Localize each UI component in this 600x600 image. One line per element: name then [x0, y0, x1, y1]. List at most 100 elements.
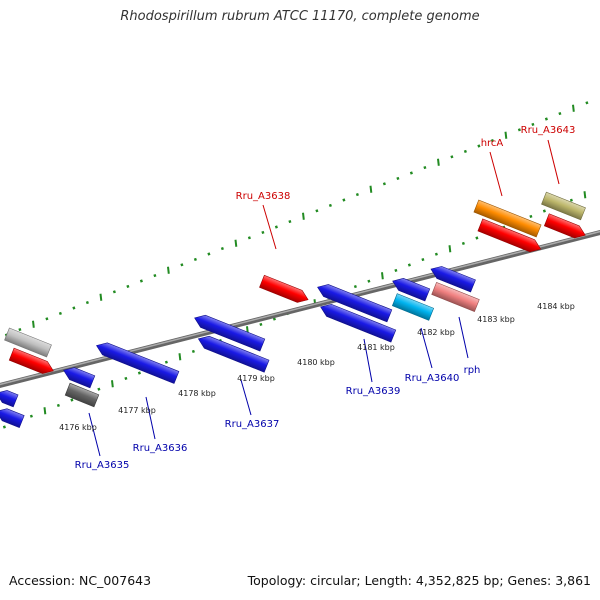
minor-tick	[355, 193, 359, 197]
gene-arrow	[477, 218, 542, 253]
gene-arrow	[0, 390, 19, 408]
gene-gray	[4, 327, 52, 358]
gene-arrow	[96, 342, 180, 384]
plus-leader-line	[547, 139, 560, 185]
minor-tick	[531, 122, 535, 126]
minor-tick	[490, 139, 494, 143]
minor-tick	[394, 268, 398, 272]
minor-tick	[272, 317, 276, 321]
gene-blue	[96, 342, 180, 384]
major-tick	[178, 353, 182, 361]
minor-tick	[353, 285, 357, 289]
gene-arrow	[63, 367, 96, 389]
gene-arrow	[194, 314, 266, 352]
major-tick	[234, 239, 238, 247]
minor-tick	[124, 376, 128, 380]
gene-arrow	[8, 347, 54, 374]
minor-tick	[153, 274, 157, 278]
minor-tick	[569, 198, 573, 202]
gene-blue	[63, 367, 96, 389]
kbp-label: 4179 kbp	[237, 374, 275, 383]
minor-tick	[423, 166, 427, 170]
gene-cyan	[391, 293, 435, 321]
gene-blue	[320, 303, 397, 343]
gene-red	[8, 347, 54, 374]
gene-arrow	[392, 278, 431, 302]
minor-tick	[367, 279, 371, 283]
minor-tick	[126, 284, 130, 288]
gene-arrow	[391, 293, 435, 321]
kbp-label: 4177 kbp	[118, 406, 156, 415]
minor-tick	[396, 176, 400, 180]
minor-tick	[220, 247, 224, 251]
kbp-label: 4183 kbp	[477, 315, 515, 324]
gene-red	[477, 218, 542, 253]
gene-blue	[317, 284, 393, 323]
minus-leader-line	[420, 327, 433, 369]
minor-tick	[18, 328, 22, 332]
minus-gene-label: rph	[464, 365, 481, 376]
minor-tick	[207, 252, 211, 256]
minor-tick	[85, 301, 89, 305]
gene-blue	[197, 335, 270, 373]
minor-tick	[97, 387, 101, 391]
gene-arrow	[543, 213, 586, 239]
minus-leader-line	[363, 338, 373, 383]
minus-gene-label: Rru_A3637	[225, 419, 280, 430]
gene-arrow	[473, 199, 542, 238]
kbp-tick-labels: 4176 kbp 4177 kbp 4178 kbp 4179 kbp 4180 kbp…	[59, 302, 575, 432]
major-tick	[369, 185, 373, 193]
major-tick	[448, 245, 452, 253]
gene-blue	[392, 278, 431, 302]
label-leader-lines	[88, 139, 560, 457]
genome-backbone	[0, 229, 600, 389]
minor-tick	[70, 398, 74, 402]
minor-tick	[475, 236, 479, 240]
gene-arrow	[320, 303, 397, 343]
gene-arrow	[541, 191, 586, 221]
minor-tick	[180, 263, 184, 267]
gene-arrow	[197, 335, 270, 373]
gene-features	[0, 191, 586, 429]
genome-title: Rhodospirillum rubrum ATCC 11170, comple…	[120, 9, 480, 24]
major-tick	[43, 407, 47, 415]
plus-gene-label: Rru_A3643	[521, 125, 576, 136]
minor-tick	[139, 279, 143, 283]
minor-tick	[2, 425, 6, 429]
minor-tick	[56, 403, 60, 407]
minus-leader-line	[88, 412, 101, 457]
minor-tick	[193, 257, 197, 261]
minor-tick	[58, 311, 62, 315]
gene-blue	[430, 266, 476, 293]
minor-tick	[29, 414, 33, 418]
minor-tick	[434, 252, 438, 256]
minor-tick	[461, 241, 465, 245]
gene-arrow	[64, 382, 100, 408]
gene-blue	[0, 408, 25, 429]
backbone-line	[0, 229, 600, 389]
minor-tick	[274, 225, 278, 229]
minus-gene-label: Rru_A3636	[133, 443, 188, 454]
major-tick	[302, 212, 305, 220]
plus-gene-label: hrcA	[481, 138, 504, 149]
backbone-highlight	[0, 230, 600, 386]
topology-text: Topology: circular; Length: 4,352,825 bp…	[247, 573, 591, 588]
kbp-label: 4184 kbp	[537, 302, 575, 311]
accession-text: Accession: NC_007643	[9, 573, 152, 588]
minor-tick	[585, 101, 589, 105]
kbp-label: 4178 kbp	[178, 389, 216, 398]
minus-gene-label: Rru_A3640	[405, 373, 460, 384]
gene-labels: Rru_A3638 hrcA Rru_A3643 Rru_A3635Rru_A3636…	[75, 125, 576, 471]
minor-tick	[45, 317, 49, 321]
gene-darkgray	[64, 382, 100, 408]
major-tick	[572, 104, 575, 112]
plus-gene-label: Rru_A3638	[236, 191, 291, 202]
plus-leader-line	[262, 204, 277, 250]
major-tick	[504, 131, 508, 139]
major-tick	[32, 320, 35, 328]
gene-arrow	[0, 408, 25, 429]
minor-tick	[288, 220, 292, 224]
gene-arrow	[431, 282, 480, 312]
minus-leader-line	[145, 396, 156, 440]
